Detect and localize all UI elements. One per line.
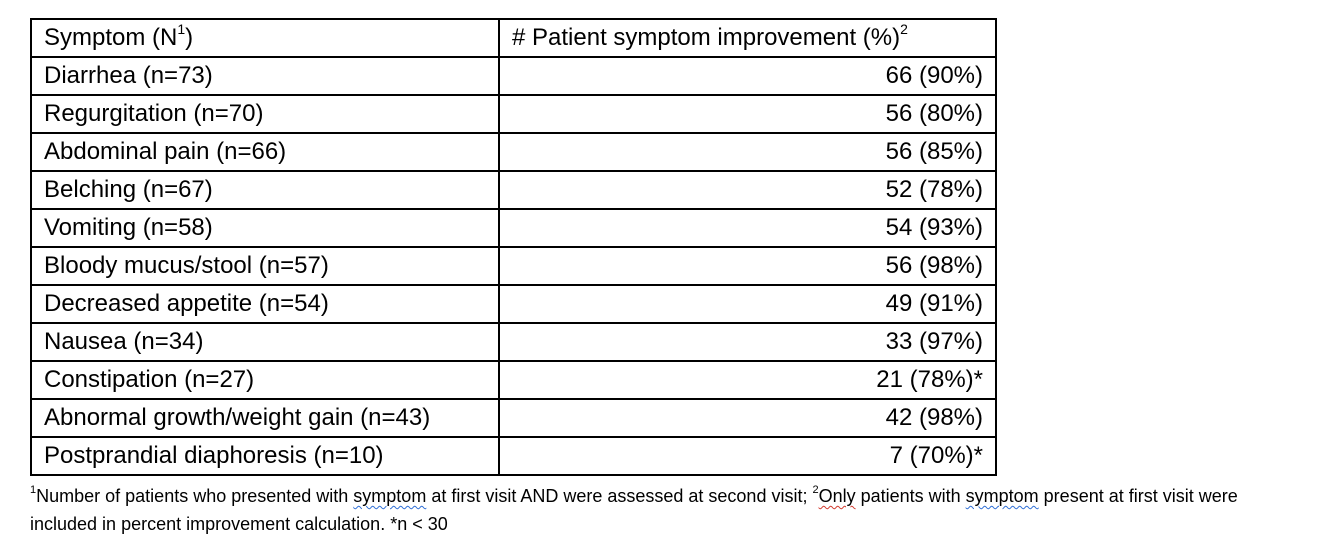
spellcheck-word-only: Only (818, 486, 856, 506)
symptom-improvement-table: Symptom (N1) # Patient symptom improveme… (30, 18, 997, 476)
symptom-cell: Abnormal growth/weight gain (n=43) (30, 398, 500, 438)
header-improvement-superscript: 2 (900, 21, 908, 37)
symptom-cell: Constipation (n=27) (30, 360, 500, 400)
symptom-cell: Belching (n=67) (30, 170, 500, 210)
header-symptom: Symptom (N1) (30, 18, 500, 58)
table-row: Bloody mucus/stool (n=57) 56 (98%) (30, 246, 997, 286)
improvement-cell: 21 (78%)* (498, 360, 997, 400)
symptom-cell: Regurgitation (n=70) (30, 94, 500, 134)
improvement-cell: 56 (85%) (498, 132, 997, 172)
spellcheck-word-symptom-2: symptom (965, 486, 1039, 506)
header-symptom-superscript: 1 (177, 21, 186, 37)
table-row: Postprandial diaphoresis (n=10) 7 (70%)* (30, 436, 997, 476)
header-symptom-label: Symptom (N (44, 24, 178, 51)
footnote-text-1: Number of patients who presented with (36, 486, 354, 506)
table-header-row: Symptom (N1) # Patient symptom improveme… (30, 18, 997, 58)
symptom-cell: Postprandial diaphoresis (n=10) (30, 436, 500, 476)
table-row: Vomiting (n=58) 54 (93%) (30, 208, 997, 248)
table-row: Decreased appetite (n=54) 49 (91%) (30, 284, 997, 324)
improvement-cell: 7 (70%)* (498, 436, 997, 476)
improvement-cell: 66 (90%) (498, 56, 997, 96)
footnote-superscript-1: 1 (30, 484, 37, 496)
symptom-cell: Nausea (n=34) (30, 322, 500, 362)
document: Symptom (N1) # Patient symptom improveme… (30, 18, 1290, 538)
improvement-cell: 52 (78%) (498, 170, 997, 210)
symptom-cell: Decreased appetite (n=54) (30, 284, 500, 324)
symptom-cell: Bloody mucus/stool (n=57) (30, 246, 500, 286)
symptom-cell: Abdominal pain (n=66) (30, 132, 500, 172)
spellcheck-word-symptom: symptom (353, 486, 427, 506)
improvement-cell: 33 (97%) (498, 322, 997, 362)
table-row: Belching (n=67) 52 (78%) (30, 170, 997, 210)
footnote-text-4: present at first visit were included in … (30, 486, 1238, 534)
improvement-cell: 49 (91%) (498, 284, 997, 324)
table-row: Constipation (n=27) 21 (78%)* (30, 360, 997, 400)
improvement-cell: 56 (80%) (498, 94, 997, 134)
symptom-cell: Vomiting (n=58) (30, 208, 500, 248)
table-row: Regurgitation (n=70) 56 (80%) (30, 94, 997, 134)
table-row: Nausea (n=34) 33 (97%) (30, 322, 997, 362)
footnote-text-2: at first visit AND were assessed at seco… (426, 486, 813, 506)
header-improvement-label: # Patient symptom improvement (%) (512, 24, 901, 51)
table-row: Abnormal growth/weight gain (n=43) 42 (9… (30, 398, 997, 438)
improvement-cell: 56 (98%) (498, 246, 997, 286)
improvement-cell: 54 (93%) (498, 208, 997, 248)
footnote-text-3: patients with (855, 486, 966, 506)
table-footnote: 1Number of patients who presented with s… (30, 482, 1290, 538)
footnote-superscript-2: 2 (812, 484, 819, 496)
header-improvement: # Patient symptom improvement (%)2 (498, 18, 997, 58)
header-symptom-close: ) (185, 24, 194, 51)
improvement-cell: 42 (98%) (498, 398, 997, 438)
table-row: Abdominal pain (n=66) 56 (85%) (30, 132, 997, 172)
table-row: Diarrhea (n=73) 66 (90%) (30, 56, 997, 96)
symptom-cell: Diarrhea (n=73) (30, 56, 500, 96)
